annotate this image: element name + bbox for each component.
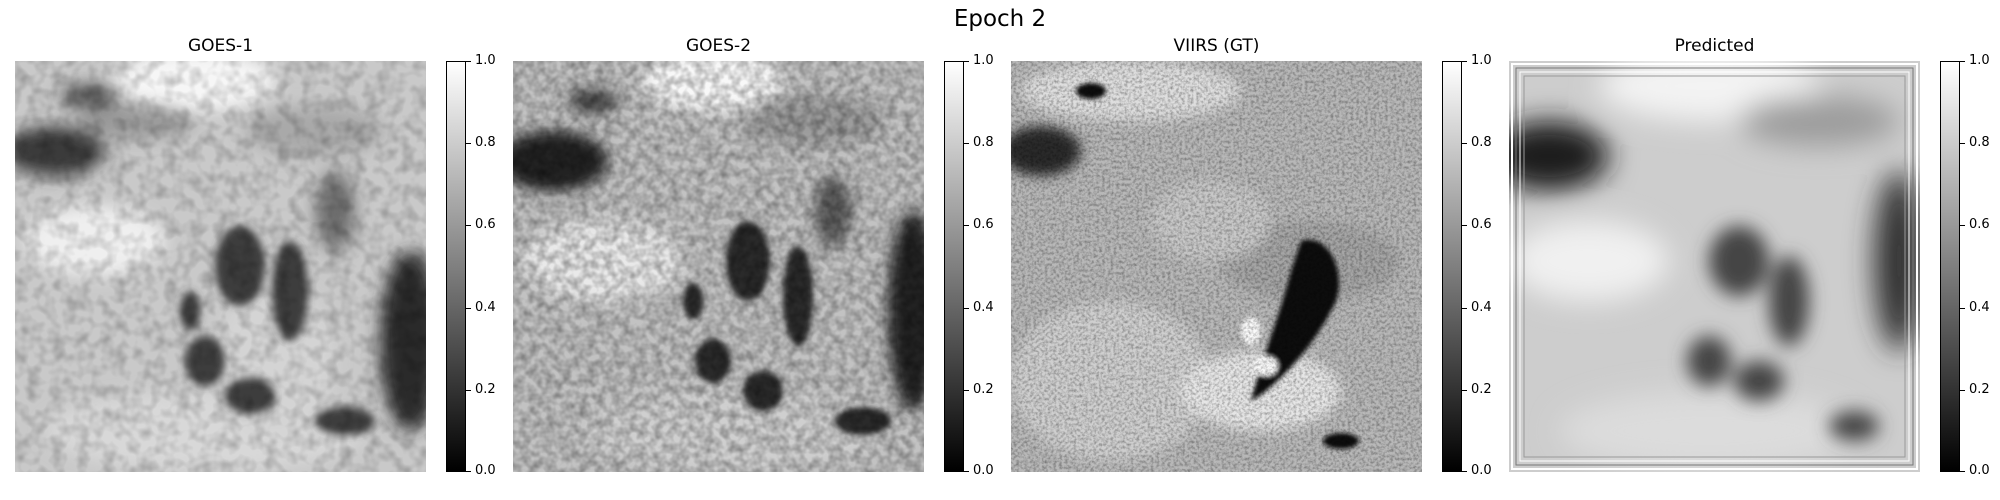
panel-predicted: Predicted 1.0 0.8 0.6 0.4 0.2 0.0	[1509, 0, 1990, 500]
panel-title: GOES-1	[187, 36, 254, 56]
colorbar-tick-label: 0.6	[1471, 217, 1492, 232]
satellite-image-goes-1	[15, 61, 426, 472]
colorbar-tick-label: 0.4	[1969, 300, 1990, 315]
colorbar-tick-label: 0.2	[973, 382, 994, 397]
colorbar-tick-label: 0.4	[1471, 300, 1492, 315]
colorbar-tick-label: 1.0	[1471, 53, 1492, 68]
colorbar-tick-label: 0.0	[475, 463, 496, 478]
panel-title: VIIRS (GT)	[1173, 36, 1260, 56]
colorbar-tick-label: 1.0	[1969, 53, 1990, 68]
colorbar	[944, 61, 964, 472]
colorbar-tick-label: 0.4	[475, 300, 496, 315]
colorbar	[1442, 61, 1462, 472]
colorbar-tick-label: 0.0	[1471, 463, 1492, 478]
colorbar-tick-label: 0.8	[475, 135, 496, 150]
colorbar-tick-label: 0.2	[475, 382, 496, 397]
colorbar-tick-label: 1.0	[973, 53, 994, 68]
panel-goes-2: GOES-2	[513, 0, 994, 500]
satellite-image-viirs-gt	[1011, 61, 1422, 472]
colorbar-tick-label: 0.0	[973, 463, 994, 478]
panel-title: Predicted	[1674, 36, 1755, 56]
colorbar-tick-label: 0.2	[1969, 382, 1990, 397]
predicted-image	[1509, 61, 1920, 472]
colorbar-tick-label: 0.6	[475, 217, 496, 232]
panel-goes-1: GOES-1	[15, 0, 496, 500]
colorbar-tick-label: 1.0	[475, 53, 496, 68]
satellite-image-goes-2	[513, 61, 924, 472]
colorbar-tick-label: 0.8	[973, 135, 994, 150]
colorbar-tick-label: 0.8	[1471, 135, 1492, 150]
colorbar-tick-label: 0.6	[973, 217, 994, 232]
panel-viirs-gt: VIIRS (GT) 1.0	[1011, 0, 1492, 500]
colorbar-tick-label: 0.2	[1471, 382, 1492, 397]
figure-title: Epoch 2	[953, 6, 1047, 32]
colorbar	[446, 61, 466, 472]
colorbar-tick-label: 0.8	[1969, 135, 1990, 150]
colorbar-tick-label: 0.0	[1969, 463, 1990, 478]
colorbar-tick-label: 0.6	[1969, 217, 1990, 232]
panel-title: GOES-2	[685, 36, 752, 56]
colorbar	[1940, 61, 1960, 472]
colorbar-tick-label: 0.4	[973, 300, 994, 315]
